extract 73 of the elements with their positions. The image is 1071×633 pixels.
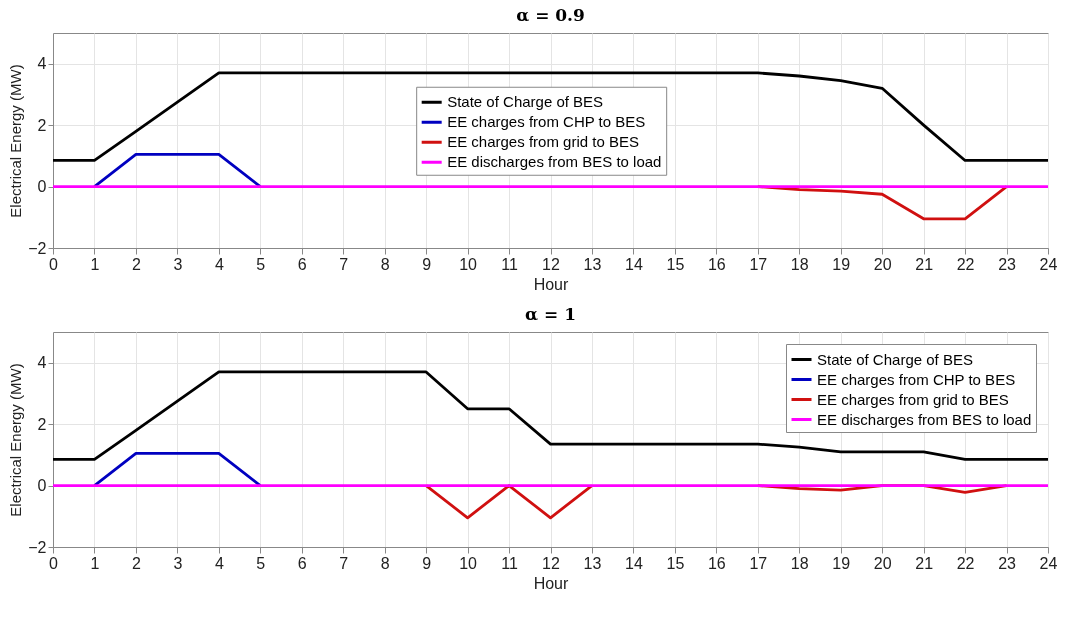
x-tick-label: 19 <box>832 255 851 273</box>
x-tick-label: 10 <box>459 255 478 273</box>
y-tick-label: 2 <box>37 415 47 433</box>
legend-label: EE discharges from BES to load <box>817 410 1032 428</box>
x-tick-label: 20 <box>873 255 892 273</box>
chart-title: α = 0.9 <box>516 5 585 25</box>
x-tick-label: 6 <box>297 255 307 273</box>
y-tick-label: 4 <box>37 55 47 73</box>
x-tick-label: 24 <box>1039 255 1058 273</box>
x-tick-label: 23 <box>998 554 1017 572</box>
x-tick-label: 2 <box>131 554 141 572</box>
x-tick-label: 1 <box>90 554 100 572</box>
legend-label: EE discharges from BES to load <box>447 153 662 171</box>
x-tick-label: 22 <box>956 554 975 572</box>
x-tick-label: 17 <box>749 554 768 572</box>
x-axis-title: Hour <box>533 574 570 592</box>
y-tick-label: 0 <box>37 477 47 495</box>
x-tick-label: 15 <box>666 554 685 572</box>
x-tick-label: 23 <box>998 255 1017 273</box>
x-axis-title: Hour <box>533 275 570 293</box>
y-tick-label: 4 <box>37 354 47 372</box>
x-tick-label: 7 <box>339 255 349 273</box>
x-tick-label: 9 <box>422 554 432 572</box>
x-tick-label: 22 <box>956 255 975 273</box>
line-series <box>53 370 1048 461</box>
x-tick-label: 9 <box>422 255 432 273</box>
legend-label: State of Charge of BES <box>817 350 973 368</box>
legend-label: EE charges from CHP to BES <box>447 113 646 131</box>
x-tick-label: 19 <box>832 554 851 572</box>
x-tick-label: 1 <box>90 255 100 273</box>
x-tick-label: 5 <box>256 255 266 273</box>
y-tick-label: −2 <box>28 239 47 257</box>
y-tick-label: 0 <box>37 178 47 196</box>
x-tick-label: 18 <box>790 554 809 572</box>
x-tick-label: 3 <box>173 255 183 273</box>
x-tick-label: 16 <box>707 554 726 572</box>
x-tick-label: 12 <box>542 554 560 572</box>
x-tick-label: 18 <box>790 255 809 273</box>
x-tick-label: 21 <box>915 554 934 572</box>
x-tick-label: 15 <box>666 255 685 273</box>
x-tick-label: 24 <box>1039 554 1058 572</box>
x-tick-label: 4 <box>214 255 224 273</box>
x-tick-label: 5 <box>256 554 266 572</box>
x-tick-label: 17 <box>749 255 768 273</box>
y-axis-title: Electrical Energy (MW) <box>7 64 25 218</box>
legend-label: EE charges from CHP to BES <box>817 370 1016 388</box>
y-tick-label: −2 <box>28 538 47 556</box>
x-tick-label: 16 <box>707 255 726 273</box>
x-tick-label: 8 <box>380 255 390 273</box>
y-tick-label: 2 <box>37 116 47 134</box>
x-tick-label: 12 <box>542 255 560 273</box>
x-tick-label: 13 <box>583 554 602 572</box>
x-tick-label: 6 <box>297 554 307 572</box>
legend-label: EE charges from grid to BES <box>817 390 1009 408</box>
x-tick-label: 3 <box>173 554 183 572</box>
y-axis-title: Electrical Energy (MW) <box>7 363 25 517</box>
x-tick-label: 10 <box>459 554 478 572</box>
x-tick-label: 2 <box>131 255 141 273</box>
x-tick-label: 8 <box>380 554 390 572</box>
x-tick-label: 7 <box>339 554 349 572</box>
x-tick-label: 13 <box>583 255 602 273</box>
legend-label: State of Charge of BES <box>447 93 604 111</box>
x-tick-label: 11 <box>501 554 518 572</box>
x-tick-label: 14 <box>625 554 643 572</box>
x-tick-label: 11 <box>501 255 518 273</box>
x-tick-label: 21 <box>915 255 934 273</box>
x-tick-label: 20 <box>873 554 892 572</box>
x-tick-label: 14 <box>625 255 643 273</box>
x-tick-label: 0 <box>49 554 59 572</box>
chart-title: α = 1 <box>525 304 576 324</box>
x-tick-label: 0 <box>49 255 59 273</box>
x-tick-label: 4 <box>214 554 224 572</box>
legend-label: EE charges from grid to BES <box>447 133 639 151</box>
